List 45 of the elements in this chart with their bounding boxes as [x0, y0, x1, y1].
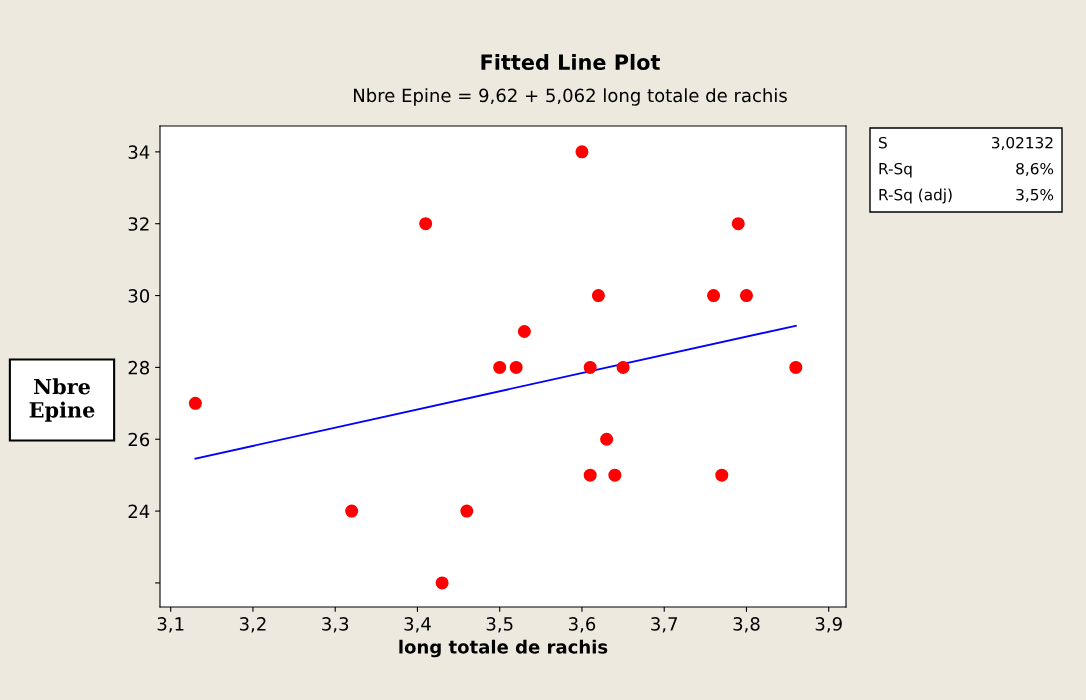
- x-tick-label: 3,1: [157, 617, 184, 633]
- text: 8,6%: [1016, 162, 1054, 176]
- point: [616, 360, 630, 374]
- chart-title: Fitted Line Plot: [481, 53, 660, 71]
- x-tick-label: 3,5: [486, 617, 513, 633]
- point: [600, 432, 614, 446]
- y-tick-label: 26: [128, 432, 150, 447]
- point: [731, 217, 745, 231]
- point: [583, 468, 597, 482]
- text: S: [879, 136, 887, 149]
- y-tick-label: 28: [128, 360, 150, 375]
- point: [789, 360, 803, 374]
- point: [345, 504, 359, 518]
- text: 3,02132: [991, 136, 1053, 150]
- point: [419, 217, 433, 231]
- point: [608, 468, 622, 482]
- point: [715, 468, 729, 482]
- y-tick-label: 30: [128, 289, 150, 303]
- x-tick-label: 3,4: [404, 617, 431, 633]
- x-tick-label: 3,9: [815, 617, 842, 633]
- y-axis-title: Nbre Epine: [29, 378, 95, 422]
- text: 3,5%: [1016, 188, 1054, 202]
- point: [707, 289, 721, 303]
- point: [575, 145, 589, 159]
- x-axis-title: long totale de rachis: [399, 639, 608, 658]
- y-tick-label: 24: [128, 504, 150, 518]
- point: [583, 360, 597, 374]
- y-tick-label: 34: [128, 145, 150, 159]
- point: [591, 289, 605, 303]
- point: [435, 576, 449, 590]
- point: [517, 324, 531, 338]
- point: [493, 360, 507, 374]
- x-tick-label: 3,7: [651, 617, 678, 633]
- text: R-Sq: [879, 162, 912, 178]
- point: [460, 504, 474, 518]
- x-tick-label: 3,2: [239, 617, 266, 633]
- x-tick-label: 3,6: [568, 617, 596, 633]
- x-tick-label: 3,8: [733, 617, 760, 633]
- y-tick-label: 32: [128, 217, 149, 231]
- point: [188, 396, 202, 410]
- x-tick-label: 3,3: [322, 617, 349, 633]
- point: [509, 360, 523, 374]
- point: [739, 289, 753, 303]
- text: R-Sq (adj): [879, 188, 952, 204]
- chart-subtitle: Nbre Epine = 9,62 + 5,062 long totale de rachis: [354, 88, 787, 106]
